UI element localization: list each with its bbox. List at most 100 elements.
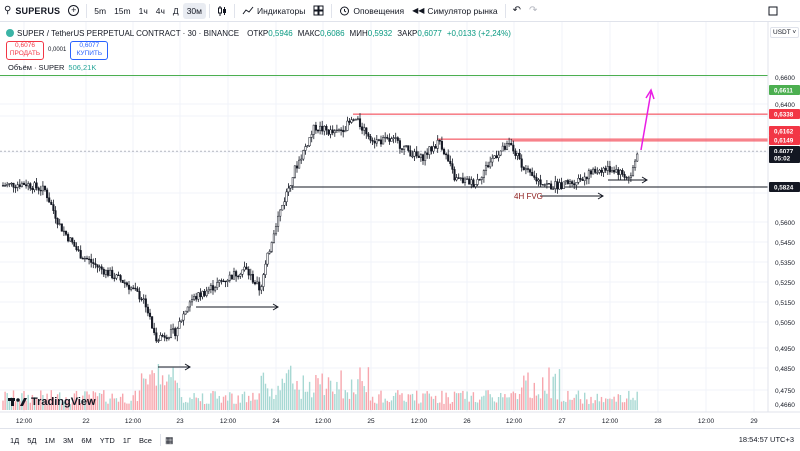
redo-button[interactable]: ↷	[525, 0, 541, 22]
utc-clock[interactable]: 18:54:57 UTC+3	[738, 435, 794, 444]
alerts-button[interactable]: Оповещения	[335, 0, 408, 22]
interval-5m[interactable]: 5m	[94, 5, 107, 16]
separator	[209, 3, 210, 18]
horizontal-levels	[0, 74, 768, 188]
candle-body	[531, 171, 534, 176]
fullscreen-button[interactable]	[768, 0, 800, 22]
range-3m[interactable]: 3М	[62, 435, 74, 445]
indicators-label: Индикаторы	[257, 5, 306, 16]
volume-bar	[193, 393, 195, 410]
volume-bar	[304, 391, 307, 410]
time-axis[interactable]: 12:00 22 12:00 23 12:00 24 12:00 25 12:00 26 12:00…	[0, 411, 800, 425]
candle-body	[468, 178, 471, 185]
volume-bar	[361, 381, 363, 410]
drawings-layer[interactable]: 4H FVG	[158, 88, 655, 371]
range-ytd[interactable]: YTD	[99, 435, 115, 445]
indicators-button[interactable]: Индикаторы	[238, 0, 309, 22]
candle-body	[610, 170, 614, 173]
replay-button[interactable]: ◀◀ Симулятор рынка	[408, 0, 502, 22]
interval-30m[interactable]: 30м	[182, 2, 206, 19]
candle-body	[37, 187, 40, 191]
volume-bar	[516, 399, 519, 410]
range-5d[interactable]: 5Д	[27, 435, 37, 445]
volume-bar	[159, 384, 162, 410]
volume-bar	[308, 381, 311, 410]
candle-body	[283, 201, 286, 206]
fvg-annotation: 4H FVG	[514, 192, 543, 201]
compare-button[interactable]: +	[64, 0, 83, 22]
interval-1h[interactable]: 1ч	[138, 5, 148, 16]
candle-body	[113, 277, 116, 280]
candle-body	[403, 146, 406, 150]
volume-bar	[113, 398, 115, 410]
candle-body	[266, 252, 269, 265]
volume-bar	[437, 403, 439, 410]
volume-bar	[537, 394, 540, 410]
volume-bar	[197, 398, 199, 410]
volume-bar	[245, 402, 248, 410]
volume-bar	[552, 376, 554, 410]
candle-body	[285, 191, 288, 203]
volume-bar	[401, 393, 403, 410]
volume-bar	[451, 401, 454, 410]
volume-bar	[584, 392, 586, 410]
volume-bar	[124, 402, 126, 410]
layout-button[interactable]	[309, 0, 328, 22]
volume-bar	[71, 402, 73, 410]
volume-bar	[218, 395, 220, 410]
candle-body	[121, 279, 124, 283]
candle-body	[268, 251, 271, 254]
candle-body	[153, 327, 156, 333]
candle-body	[373, 140, 376, 144]
volume-bar	[54, 400, 57, 410]
candle-body	[579, 178, 582, 180]
range-1m[interactable]: 1М	[44, 435, 55, 445]
volume-bar	[350, 379, 353, 410]
candle-body	[312, 124, 315, 135]
volume-bar	[130, 400, 132, 410]
interval-4h[interactable]: 4ч	[155, 5, 165, 16]
range-1y[interactable]: 1Г	[122, 435, 132, 445]
volume-bar	[101, 393, 103, 410]
volume-bar	[590, 396, 592, 410]
volume-bar	[359, 367, 361, 410]
volume-bar	[323, 395, 325, 410]
volume-label: Объём · SUPER	[8, 63, 65, 72]
symbol-search[interactable]: ⚲ SUPERUS	[0, 0, 64, 22]
range-6m[interactable]: 6М	[81, 435, 92, 445]
volume-bar	[546, 393, 548, 410]
range-all[interactable]: Все	[139, 435, 152, 445]
volume-bar	[602, 402, 605, 410]
candle-body	[361, 126, 364, 131]
volume-bar	[371, 396, 374, 410]
candle-body	[50, 202, 53, 205]
price-axis[interactable]: 0,66000,64000,60000,58000,56000,54500,53…	[767, 22, 800, 412]
currency-select[interactable]: USDT ˅	[770, 27, 800, 38]
candle-body	[193, 296, 196, 300]
date-range-icon[interactable]: ▦	[164, 434, 174, 445]
buy-button[interactable]: 0,6077 КУПИТЬ	[70, 40, 109, 60]
volume-bars	[2, 364, 638, 410]
volume-bar	[502, 397, 504, 410]
time-axis-label: 12:00	[125, 418, 142, 425]
volume-bar	[332, 391, 334, 410]
volume-bar	[157, 364, 160, 410]
price-axis-label: 0,4660	[775, 402, 795, 409]
candle-body	[613, 170, 616, 173]
sell-label: ПРОДАТЬ	[9, 50, 41, 57]
chart-type-button[interactable]	[213, 0, 231, 22]
interval-15m[interactable]: 15m	[114, 5, 131, 16]
sell-button[interactable]: 0,6076 ПРОДАТЬ	[6, 40, 44, 60]
candle-body	[631, 167, 635, 177]
candle-body	[314, 124, 317, 131]
price-axis-label: 0,5150	[775, 300, 795, 307]
undo-button[interactable]: ↶	[509, 0, 525, 22]
projection-arrow	[640, 91, 652, 151]
interval-1d[interactable]: Д	[172, 5, 179, 16]
candle-body	[449, 160, 452, 164]
candle-body	[363, 127, 366, 131]
range-1d[interactable]: 1Д	[10, 435, 20, 445]
volume-bar	[571, 399, 573, 410]
change-value: +0,0133 (+2,24%)	[446, 28, 511, 38]
